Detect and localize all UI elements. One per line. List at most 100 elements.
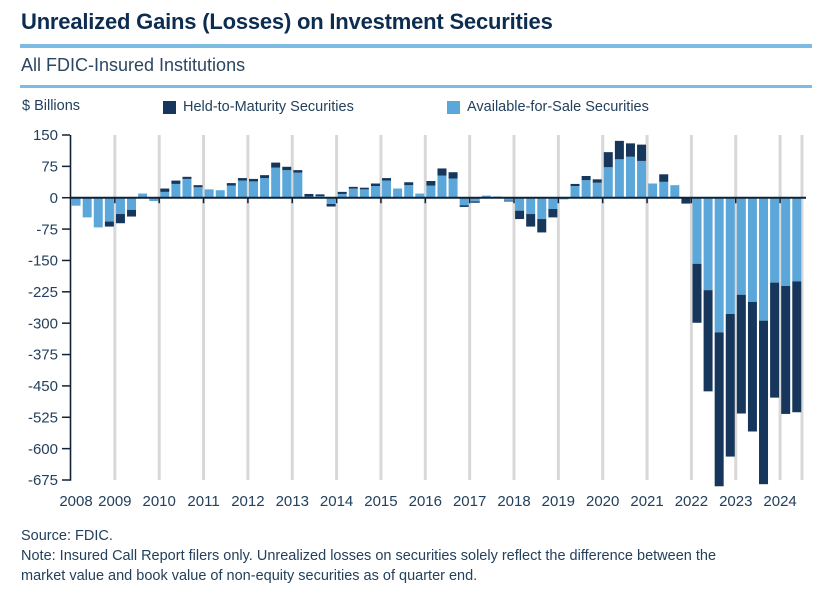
bar-segment-afs: [659, 181, 669, 198]
bar-segment-afs: [337, 193, 347, 198]
bar-segment-htm: [725, 313, 735, 457]
bar-segment-afs: [581, 180, 591, 198]
bar-segment-afs: [570, 186, 580, 198]
bar-segment-htm: [160, 188, 170, 192]
bar-segment-afs: [592, 182, 602, 198]
bar-segment-htm: [747, 301, 757, 432]
bar-segment-htm: [171, 180, 181, 184]
bar-segment-afs: [93, 197, 103, 228]
x-axis-tick-label: 2023: [719, 493, 752, 510]
bar-segment-htm: [526, 214, 536, 227]
bar-segment-afs: [537, 197, 547, 220]
bar-segment-afs: [747, 197, 757, 302]
x-axis-tick-label: 2011: [187, 493, 219, 510]
y-axis-tick-label: -600: [28, 441, 58, 458]
bar-segment-afs: [160, 191, 170, 198]
bar-segment-afs: [282, 170, 292, 198]
note-text: Note: Insured Call Report filers only. U…: [21, 548, 717, 584]
bar-segment-htm: [226, 183, 236, 186]
bar-segment-afs: [725, 197, 735, 314]
y-axis-tick-label: -525: [28, 409, 58, 426]
bar-segment-afs: [415, 193, 425, 198]
bar-segment-afs: [526, 197, 536, 215]
y-axis-tick-label: -675: [28, 472, 58, 489]
y-axis-tick-label: 0: [50, 190, 58, 207]
bar-segment-afs: [614, 159, 624, 198]
y-axis-tick-label: 75: [41, 159, 58, 176]
bar-segment-htm: [193, 185, 203, 188]
x-axis-tick-label: 2018: [497, 493, 530, 510]
bar-segment-afs: [504, 197, 513, 201]
bar-segment-htm: [659, 174, 669, 182]
chart-area: 150 75 0 -75 -150 -225 -300 -375 -450 -525 -600 -67…: [0, 118, 832, 530]
y-axis-tick-label: -75: [36, 221, 58, 238]
bar-segment-afs: [637, 160, 647, 198]
bar-segment-htm: [271, 162, 281, 168]
afs-legend-swatch-icon: [447, 100, 460, 114]
x-axis-tick-label: 2024: [763, 493, 796, 510]
bar-segment-htm: [581, 175, 591, 181]
bar-segment-htm: [781, 285, 791, 414]
title-divider: [20, 44, 812, 48]
bar-segment-htm: [370, 183, 380, 187]
bar-segment-htm: [359, 187, 369, 190]
subtitle-divider: [20, 85, 812, 88]
bar-segment-htm: [260, 175, 270, 179]
bar-segment-afs: [249, 181, 258, 198]
bar-segment-htm: [115, 214, 125, 224]
bar-segment-htm: [736, 294, 746, 414]
bar-segment-afs: [237, 180, 247, 198]
bar-segment-htm: [437, 168, 447, 176]
x-axis-tick-label: 2008: [59, 493, 92, 510]
bar-segment-afs: [393, 188, 403, 198]
bar-segment-htm: [315, 194, 325, 197]
bar-segment-afs: [326, 197, 336, 204]
bar-segment-afs: [603, 167, 613, 198]
y-axis-labels: 150 75 0 -75 -150 -225 -300 -375 -450 -525 -600 -67…: [28, 127, 58, 489]
y-axis-tick-label: 150: [33, 127, 58, 144]
x-axis-tick-label: 2014: [320, 493, 353, 510]
bar-segment-htm: [714, 332, 724, 487]
bar-segment-htm: [459, 205, 469, 207]
bar-segment-htm: [104, 221, 114, 227]
y-axis-tick-label: -225: [28, 284, 58, 301]
x-axis-tick-label: 2009: [98, 493, 131, 510]
bar-segment-htm: [426, 181, 436, 186]
bar-segment-htm: [681, 197, 691, 204]
bar-segment-htm: [515, 210, 525, 220]
bar-segment-htm: [348, 186, 358, 189]
x-axis-tick-label: 2012: [231, 493, 264, 510]
bar-segment-htm: [182, 176, 192, 179]
page-title: Unrealized Gains (Losses) on Investment …: [21, 9, 553, 34]
x-axis-labels: 2008 2009 2010 2011 2012 2013 2014 2015 2016 2017…: [59, 493, 796, 510]
bar-segment-htm: [770, 282, 780, 398]
bar-segment-afs: [404, 185, 414, 198]
y-axis-unit-label: $ Billions: [22, 98, 81, 114]
x-axis-tick-label: 2013: [276, 493, 309, 510]
bar-segment-afs: [226, 185, 236, 198]
bar-segment-afs: [149, 197, 159, 202]
bar-segment-afs: [171, 183, 181, 198]
legend-item-available-for-sale: Available-for-Sale Securities: [447, 99, 649, 115]
bar-segment-htm: [637, 144, 647, 161]
x-axis-tick-label: 2019: [542, 493, 575, 510]
y-axis-tick-label: -450: [28, 378, 58, 395]
bar-segment-afs: [459, 197, 469, 206]
bar-segment-htm: [293, 170, 303, 173]
bar-segment-afs: [293, 172, 303, 198]
y-axis-tick-label: -150: [28, 253, 58, 270]
bar-segment-afs: [515, 197, 525, 211]
y-axis-tick-label: -300: [28, 315, 58, 332]
bar-segment-afs: [426, 185, 436, 198]
bar-segment-afs: [703, 197, 713, 291]
bar-segment-htm: [703, 290, 713, 392]
bar-segment-htm: [304, 193, 314, 197]
bar-segment-afs: [182, 178, 192, 198]
bar-segment-afs: [71, 197, 81, 206]
bar-segment-htm: [337, 191, 347, 194]
bar-segment-afs: [382, 180, 392, 198]
bar-segment-afs: [692, 197, 702, 264]
bar-segment-afs: [548, 197, 558, 210]
bar-segment-afs: [470, 197, 480, 202]
bar-segment-afs: [138, 193, 148, 198]
